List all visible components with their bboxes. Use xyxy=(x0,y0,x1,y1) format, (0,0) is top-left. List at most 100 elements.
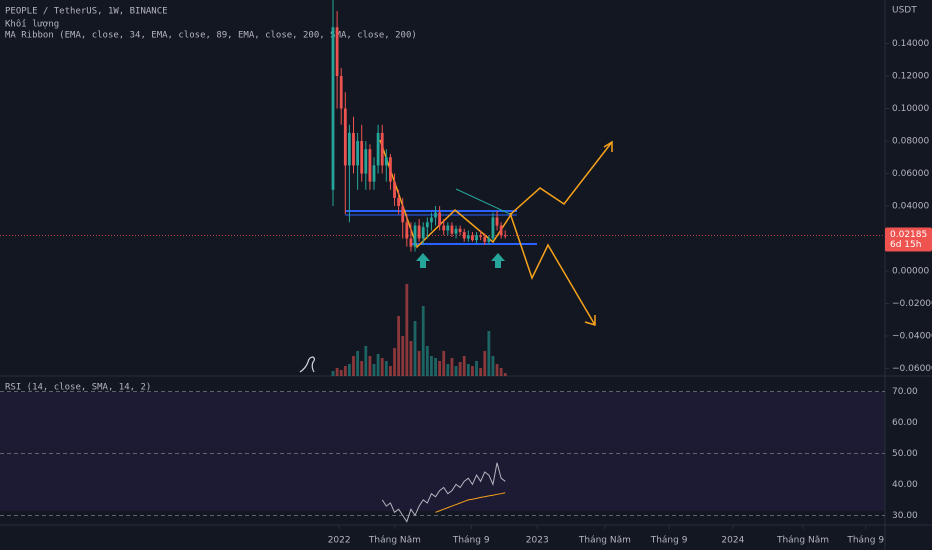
subtitle: MA Ribbon (EMA, close, 34, EMA, close, 8… xyxy=(5,31,417,41)
candle-body xyxy=(442,225,446,231)
volume-bar xyxy=(499,368,503,376)
volume-bar xyxy=(454,366,458,376)
volume-bar xyxy=(503,373,507,376)
y-tick-label: −0.04000 xyxy=(892,332,932,342)
candle-body xyxy=(401,206,405,223)
rsi-tick-label: 50.00 xyxy=(892,449,918,459)
x-tick-label: Tháng Năm xyxy=(368,536,421,546)
volume-bar xyxy=(405,284,409,376)
candle-body xyxy=(348,132,351,166)
candle-body xyxy=(471,235,474,241)
subtitle: Khối lượng xyxy=(5,19,59,30)
candle-body xyxy=(335,27,339,77)
candle-body xyxy=(356,141,360,166)
x-tick-label: 2024 xyxy=(721,536,744,546)
rsi-title: RSI (14, close, SMA, 14, 2) xyxy=(5,383,151,393)
volume-bar xyxy=(376,354,380,376)
candle-body xyxy=(376,132,380,166)
volume-bar xyxy=(417,351,421,376)
candle-body xyxy=(491,217,495,239)
volume-bar xyxy=(364,346,368,376)
candle-body xyxy=(434,212,437,218)
x-tick-label: Tháng 9 xyxy=(846,536,884,546)
price-tag xyxy=(885,227,932,252)
y-tick-label: 0.10000 xyxy=(892,104,929,114)
y-tick-label: 0.06000 xyxy=(892,169,929,179)
candle-body xyxy=(413,225,417,247)
candle-body xyxy=(475,235,478,241)
x-tick-label: Tháng Năm xyxy=(776,536,829,546)
volume-bar xyxy=(331,371,335,376)
candle-body xyxy=(360,141,364,174)
candle-body xyxy=(499,225,503,236)
volume-bar xyxy=(475,361,478,376)
volume-bar xyxy=(466,364,470,376)
candle-body xyxy=(389,157,392,182)
candle-body xyxy=(438,212,442,226)
grid xyxy=(0,235,885,516)
candle-body xyxy=(393,181,396,198)
candle-body xyxy=(421,227,425,239)
volume-bar xyxy=(425,346,429,376)
volume-bar xyxy=(401,336,405,376)
x-tick-label: 2022 xyxy=(328,536,351,546)
volume-bar xyxy=(360,361,364,376)
candle-body xyxy=(368,149,372,182)
volume-bar xyxy=(397,316,401,376)
candle-body xyxy=(458,228,462,233)
volume-bar xyxy=(393,348,396,376)
candle-body xyxy=(483,236,487,242)
volume-bar xyxy=(462,356,466,376)
candle-body xyxy=(343,108,347,166)
volume-bar xyxy=(483,351,487,376)
rsi-tick-label: 30.00 xyxy=(892,511,918,521)
volume-bar xyxy=(479,368,483,376)
rsi-band xyxy=(0,392,885,511)
candle-body xyxy=(487,238,491,242)
x-tick-label: Tháng Năm xyxy=(578,536,631,546)
candle-body xyxy=(380,132,384,166)
candle-body xyxy=(397,197,401,207)
candle-body xyxy=(462,232,466,239)
candle-body xyxy=(466,235,470,239)
rsi-line xyxy=(381,462,506,523)
volume-bar xyxy=(409,341,413,376)
x-tick-label: Tháng 9 xyxy=(452,536,490,546)
candle-body xyxy=(331,27,335,190)
y-tick-label: 0.04000 xyxy=(892,202,929,212)
volume-bar xyxy=(491,356,495,376)
volume-bar xyxy=(356,351,360,376)
rsi-tick-label: 70.00 xyxy=(892,387,918,397)
candle-body xyxy=(446,225,450,231)
candle-body xyxy=(409,238,413,247)
volume-bar xyxy=(335,368,339,376)
volume-bar xyxy=(438,361,442,376)
candle-body xyxy=(495,217,499,226)
volume-bar xyxy=(343,366,347,376)
candle-body xyxy=(503,235,507,237)
candle-body xyxy=(479,235,483,237)
y-tick-label: 0.14000 xyxy=(892,39,929,49)
candle-body xyxy=(454,228,458,234)
volume-bar xyxy=(421,306,425,376)
volume-bar xyxy=(348,364,351,376)
candle-body xyxy=(430,217,433,223)
volume-bar xyxy=(442,351,446,376)
currency: USDT xyxy=(892,6,917,16)
volume-bar xyxy=(339,370,343,376)
volume-bar xyxy=(495,364,499,376)
y-tick-label: −0.06000 xyxy=(892,364,932,374)
rsi-ma-line xyxy=(435,492,506,513)
x-tick-label: Tháng 9 xyxy=(650,536,688,546)
volume-bar xyxy=(368,356,372,376)
countdown: 6d 15h xyxy=(890,240,921,250)
volume-bar xyxy=(434,358,437,376)
candle-body xyxy=(425,222,429,228)
volume-bar xyxy=(389,366,392,376)
candle-body xyxy=(352,132,355,166)
volume-bar xyxy=(352,356,355,376)
rsi-tick-label: 60.00 xyxy=(892,418,918,428)
chart-title: PEOPLE / TetherUS, 1W, BINANCE xyxy=(5,7,168,17)
